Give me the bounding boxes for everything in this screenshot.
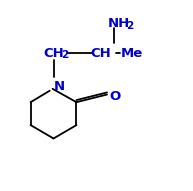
Text: N: N — [53, 80, 65, 93]
Text: Me: Me — [120, 47, 143, 60]
Text: 2: 2 — [126, 21, 133, 31]
Text: CH: CH — [91, 47, 112, 60]
Text: CH: CH — [43, 47, 64, 60]
Text: O: O — [109, 90, 120, 103]
Text: 2: 2 — [61, 50, 68, 60]
Text: NH: NH — [108, 17, 130, 30]
